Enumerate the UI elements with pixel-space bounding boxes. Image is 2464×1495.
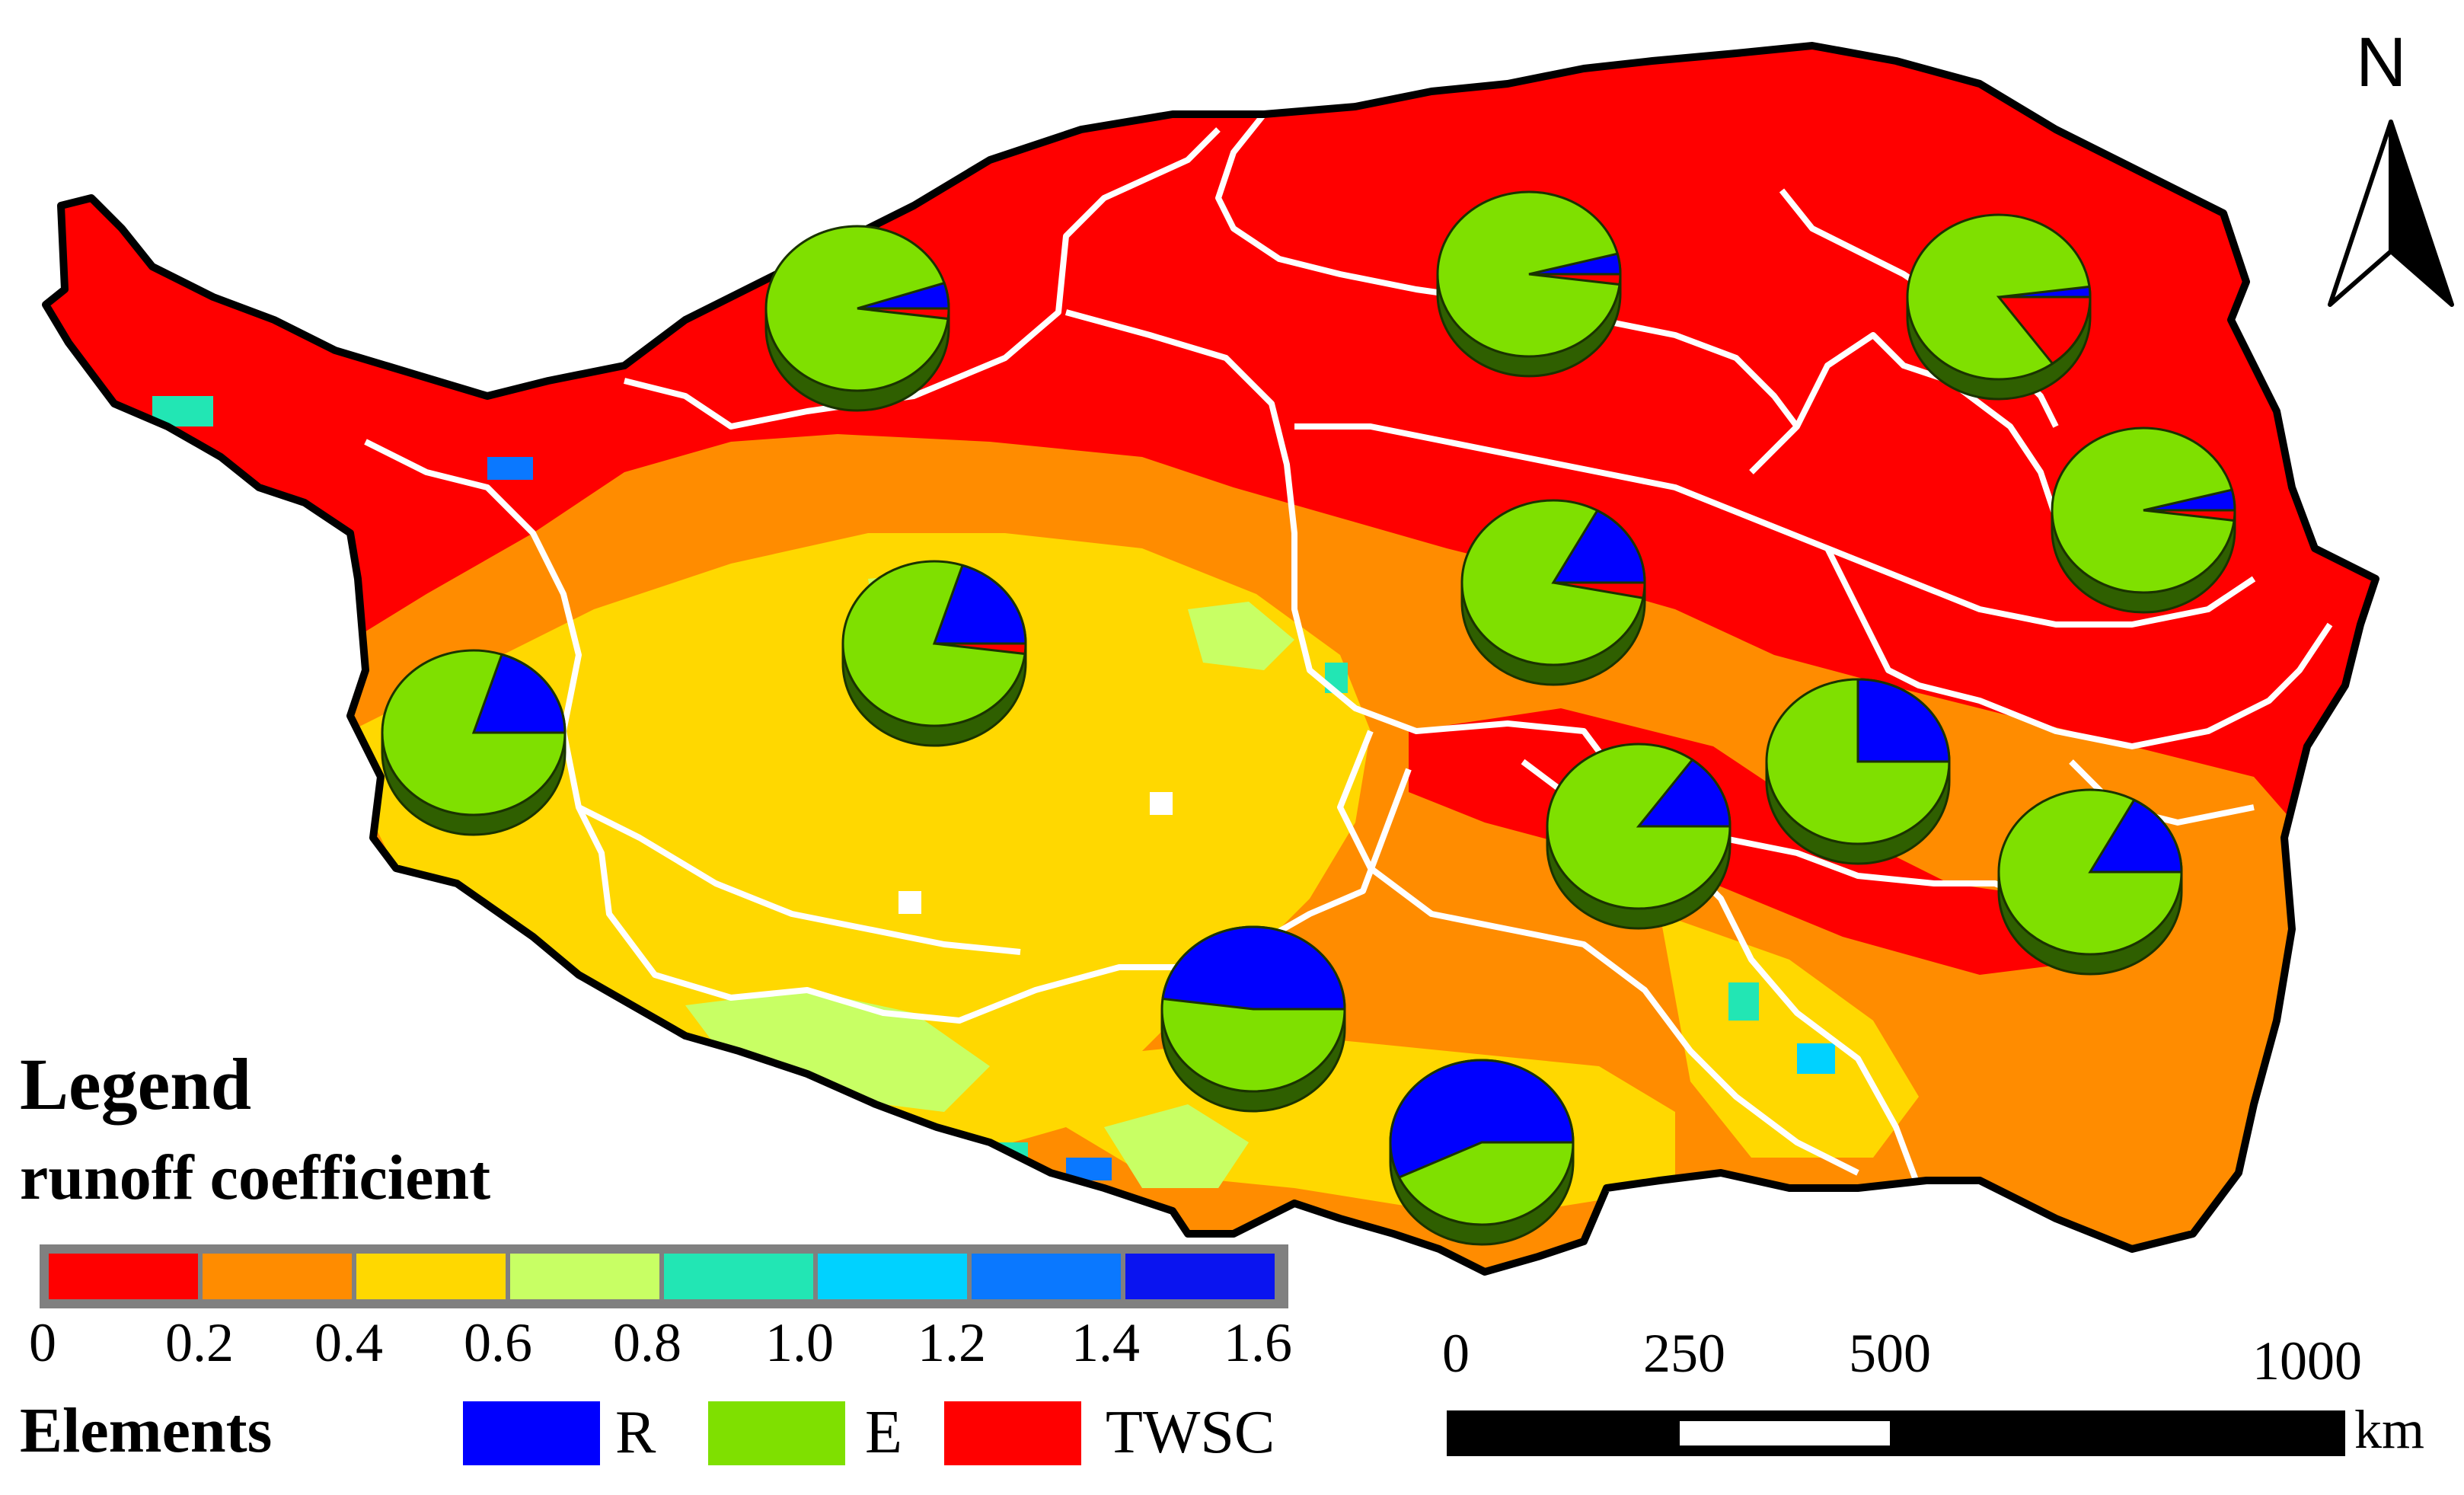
pie-chart-12 [1389, 1059, 1575, 1246]
pie-chart-2 [1436, 190, 1622, 378]
pie-chart-3 [1906, 213, 2092, 401]
swatch-e [708, 1401, 845, 1465]
element-swatches [463, 1401, 1081, 1465]
legend-color-ramp [40, 1244, 1288, 1308]
legend-tick-3: 0.6 [464, 1312, 532, 1373]
elements-label: Elements [20, 1395, 273, 1466]
ramp-cell-4 [664, 1254, 813, 1299]
scale-label-1000: 1000 [2252, 1330, 2362, 1391]
pie-chart-10 [1997, 788, 2183, 976]
legend-subtitle: runoff coefficient [20, 1142, 491, 1213]
pie-slice-r [1161, 925, 1346, 1011]
north-label: N [2356, 24, 2407, 101]
ramp-cell-1 [203, 1254, 352, 1299]
ramp-cell-7 [1125, 1254, 1275, 1299]
pie-slice-r [2088, 798, 2183, 874]
scale-label-250: 250 [1643, 1323, 1725, 1384]
pie-slice-twsc [2143, 509, 2236, 522]
legend-tick-7: 1.4 [1071, 1312, 1140, 1373]
pie-slice-r [1856, 678, 1951, 763]
swatch-twsc [944, 1401, 1081, 1465]
legend-tick-8: 1.6 [1224, 1312, 1292, 1373]
ramp-cell-2 [356, 1254, 506, 1299]
pie-chart-7 [381, 649, 567, 836]
pie-chart-6 [841, 560, 1027, 747]
legend-title: Legend [20, 1043, 252, 1125]
scale-unit: km [2354, 1399, 2425, 1460]
swatch-r [463, 1401, 600, 1465]
ramp-cell-5 [818, 1254, 967, 1299]
pie-slice-r [471, 653, 567, 734]
pie-slice-r [1636, 758, 1732, 828]
pie-chart-1 [764, 225, 950, 412]
element-label-e: E [865, 1399, 902, 1466]
legend-tick-2: 0.4 [314, 1312, 383, 1373]
pie-slice-twsc [1528, 273, 1622, 286]
north-arrow-icon [2328, 120, 2454, 307]
pie-slice-twsc [1553, 581, 1646, 599]
ramp-cell-0 [49, 1254, 198, 1299]
legend-tick-1: 0.2 [165, 1312, 234, 1373]
pie-slice-twsc [1996, 295, 2092, 366]
pie-slice-twsc [857, 307, 950, 321]
ramp-cell-6 [972, 1254, 1121, 1299]
pie-charts-layer [381, 190, 2236, 1246]
element-label-twsc: TWSC [1106, 1399, 1275, 1466]
legend-tick-0: 0 [29, 1312, 56, 1373]
pie-chart-9 [1546, 743, 1732, 930]
scale-bar [1447, 1410, 2345, 1456]
ramp-cell-3 [510, 1254, 659, 1299]
pie-slice-twsc [934, 642, 1027, 656]
pie-slice-r [1389, 1059, 1575, 1179]
pie-slice-r [1551, 509, 1646, 584]
legend-tick-5: 1.0 [765, 1312, 834, 1373]
pie-slice-r [932, 564, 1027, 645]
pie-chart-8 [1765, 678, 1951, 865]
pie-chart-5 [1460, 499, 1646, 686]
scale-label-500: 500 [1849, 1323, 1931, 1384]
legend-tick-4: 0.8 [613, 1312, 681, 1373]
scale-label-0: 0 [1442, 1323, 1470, 1384]
element-label-r: R [615, 1399, 656, 1466]
pie-chart-11 [1160, 925, 1346, 1113]
pie-chart-4 [2051, 426, 2236, 614]
legend-tick-6: 1.2 [918, 1312, 986, 1373]
